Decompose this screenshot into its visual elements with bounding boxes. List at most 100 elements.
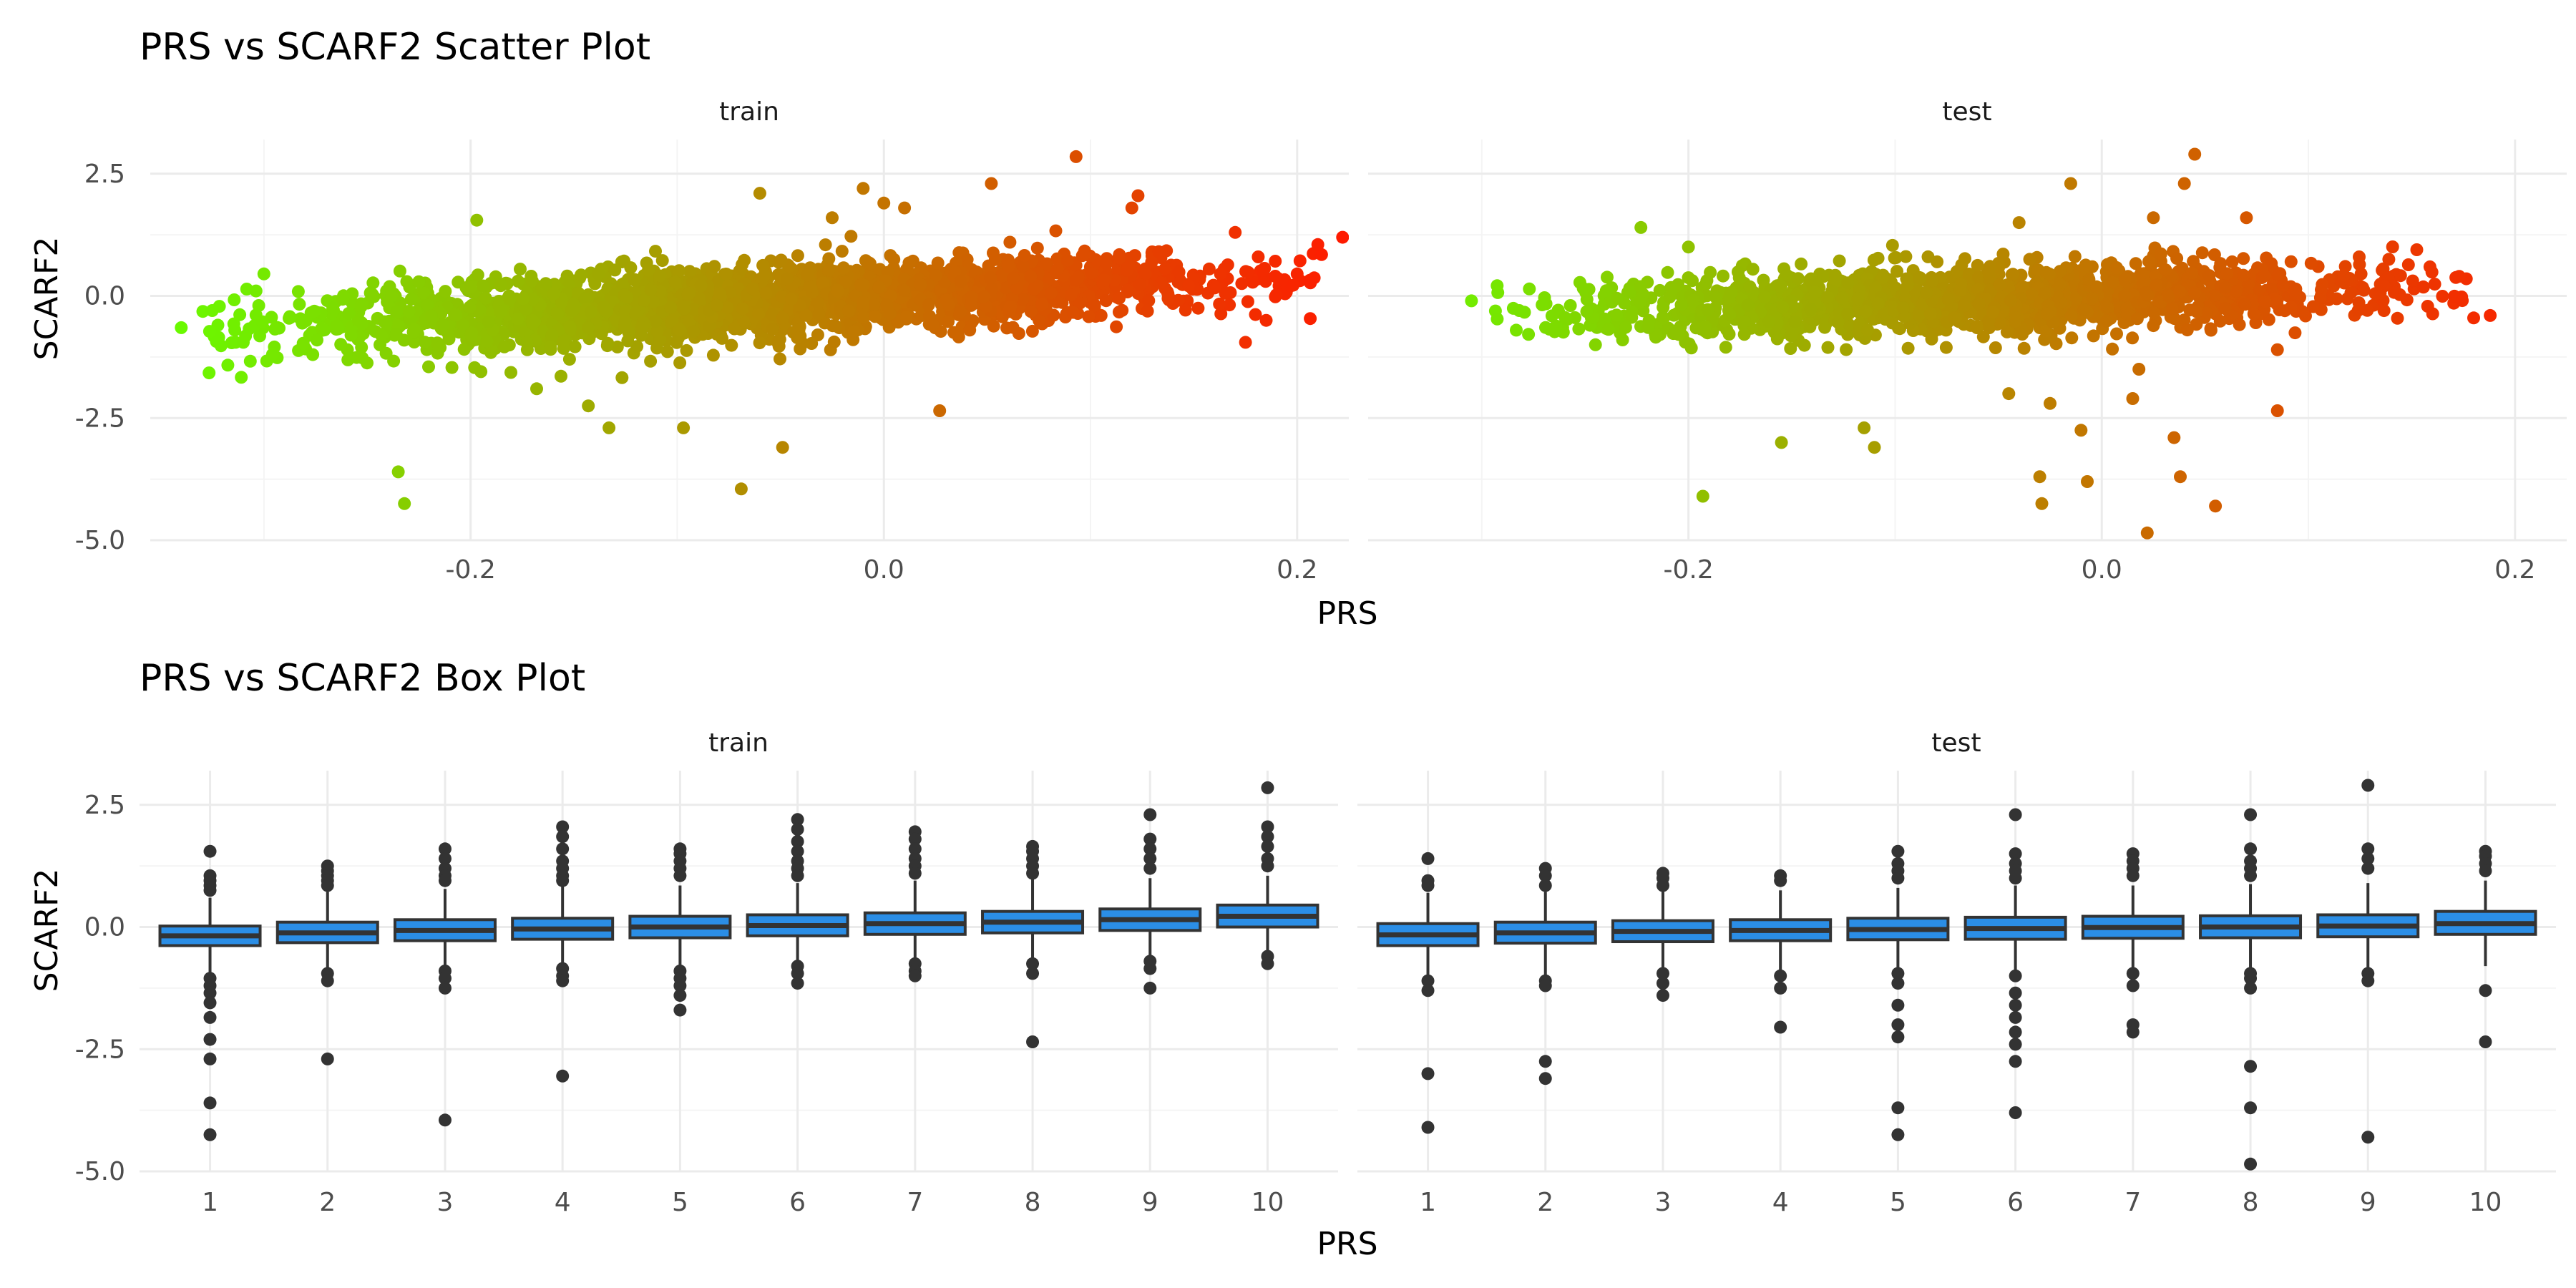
- box-outlier: [1143, 862, 1157, 875]
- box-strip-train: train: [708, 728, 769, 758]
- scatter-point: [1833, 254, 1846, 268]
- scatter-x-tick: 0.0: [864, 555, 904, 585]
- scatter-outlier-point: [2064, 177, 2077, 190]
- scatter-point: [408, 323, 421, 336]
- box-outlier: [556, 842, 570, 856]
- scatter-point: [304, 306, 318, 320]
- box-train-6: [746, 813, 849, 990]
- scatter-point: [203, 325, 216, 338]
- box-x-tick: 5: [672, 1188, 688, 1217]
- box-outlier: [2009, 1025, 2022, 1039]
- scatter-point: [377, 315, 391, 328]
- scatter-point: [801, 268, 814, 282]
- scatter-point: [1536, 298, 1549, 311]
- box-outlier: [203, 884, 217, 897]
- scatter-point: [434, 341, 447, 354]
- scatter-outlier-point: [1311, 238, 1324, 251]
- box-outlier: [2009, 808, 2022, 821]
- box-x-axis-label: PRS: [1317, 1226, 1377, 1262]
- scatter-point: [2304, 256, 2318, 270]
- scatter-point: [2009, 315, 2022, 328]
- box-outlier: [1656, 967, 1669, 980]
- box-outlier: [203, 986, 217, 1000]
- scatter-point: [644, 283, 658, 296]
- scatter-point: [296, 336, 310, 350]
- box-train-4: [511, 820, 615, 1083]
- scatter-point: [1610, 308, 1624, 322]
- scatter-point: [445, 361, 459, 374]
- scatter-outlier-point: [2140, 526, 2154, 540]
- scatter-point: [844, 230, 858, 243]
- scatter-point: [1758, 291, 1772, 304]
- scatter-point: [1625, 305, 1639, 318]
- scatter-outlier-point: [898, 201, 912, 215]
- box-outlier: [1143, 832, 1157, 846]
- scatter-point: [736, 302, 749, 316]
- box-outlier: [1891, 967, 1905, 980]
- scatter-point: [1619, 321, 1632, 334]
- scatter-point: [2456, 294, 2469, 308]
- scatter-point: [1172, 265, 1186, 279]
- scatter-point: [2289, 282, 2303, 296]
- box-outlier: [1421, 1067, 1435, 1080]
- box-outlier: [908, 867, 922, 880]
- scatter-outlier-point: [470, 213, 484, 227]
- box-test-6: [1963, 808, 2067, 1119]
- box-outlier: [1656, 977, 1669, 990]
- scatter-point: [2166, 301, 2179, 315]
- scatter-point: [752, 307, 766, 321]
- scatter-point: [783, 303, 796, 316]
- scatter-point: [1060, 253, 1074, 267]
- scatter-point: [914, 278, 927, 291]
- scatter-point: [694, 278, 708, 292]
- scatter-point: [1851, 292, 1865, 306]
- scatter-point: [1641, 321, 1655, 334]
- scatter-point: [1007, 271, 1020, 285]
- scatter-point: [575, 268, 587, 282]
- scatter-point: [1214, 267, 1227, 280]
- box-outlier: [1656, 879, 1669, 892]
- scatter-outlier-point: [2177, 177, 2191, 190]
- scatter-point: [1161, 285, 1174, 298]
- box-outlier: [2361, 1131, 2375, 1144]
- scatter-point: [1948, 311, 1961, 324]
- box-outlier: [1261, 957, 1274, 970]
- scatter-point: [2377, 279, 2391, 293]
- scatter-point: [2173, 285, 2186, 298]
- scatter-point: [610, 340, 624, 353]
- scatter-point: [1269, 255, 1282, 268]
- scatter-point: [1257, 264, 1270, 278]
- scatter-outlier-point: [2044, 396, 2057, 410]
- scatter-point: [2039, 286, 2052, 300]
- scatter-point: [456, 318, 469, 331]
- scatter-point: [1989, 341, 2002, 354]
- scatter-point: [334, 338, 348, 351]
- box-x-tick: 4: [1772, 1188, 1789, 1217]
- scatter-outlier-point: [474, 365, 488, 379]
- scatter-point: [526, 293, 540, 306]
- scatter-point: [1259, 275, 1272, 288]
- scatter-point: [1087, 299, 1101, 313]
- scatter-point: [624, 261, 638, 275]
- scatter-point: [784, 293, 798, 306]
- scatter-point: [829, 319, 842, 333]
- scatter-point: [1246, 275, 1259, 289]
- scatter-point: [1024, 305, 1038, 318]
- box-x-tick: 4: [555, 1188, 571, 1217]
- scatter-point: [872, 280, 886, 294]
- scatter-point: [1138, 267, 1152, 280]
- box-outlier: [1261, 859, 1274, 873]
- box-outlier: [1538, 1072, 1552, 1085]
- box-outlier: [1774, 874, 1787, 887]
- scatter-x-axis-label: PRS: [1317, 595, 1377, 632]
- scatter-point: [480, 335, 494, 348]
- scatter-point: [1828, 268, 1842, 282]
- scatter-point: [1133, 278, 1147, 291]
- box-outlier: [1143, 962, 1157, 975]
- scatter-point: [563, 320, 577, 333]
- scatter-point: [2005, 268, 2019, 281]
- scatter-point: [1792, 272, 1805, 286]
- scatter-outlier-point: [2484, 308, 2497, 322]
- scatter-point: [2100, 314, 2114, 328]
